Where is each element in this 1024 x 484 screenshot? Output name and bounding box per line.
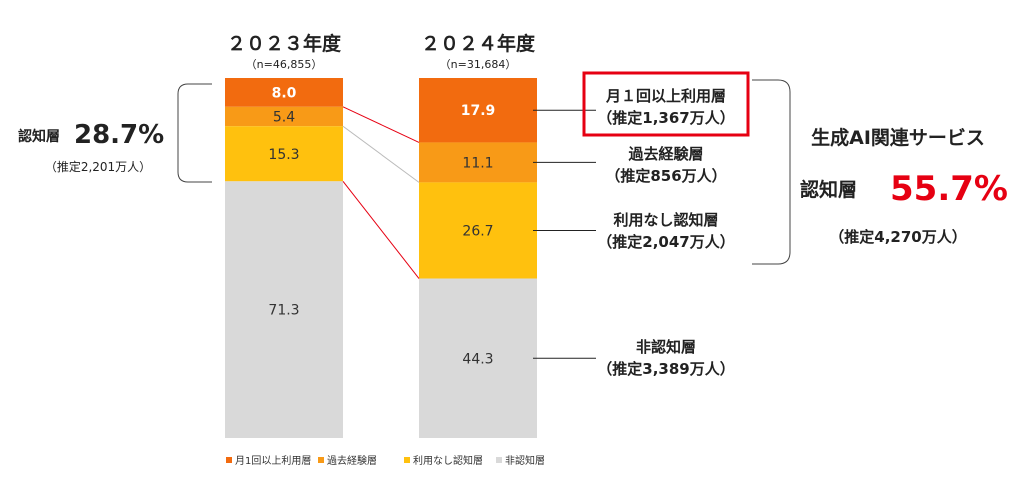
right-labels-layer: 月１回以上利用層 （推定1,367万人） 過去経験層 （推定856万人） 利用なし認知層… [533,87,735,378]
summary-title: 生成AI関連サービス [811,126,985,149]
summary-estimate: （推定4,270万人） [829,228,966,246]
segment-label-estimate: （推定2,047万人） [597,233,734,251]
right-brace [752,79,791,265]
legend-label: 過去経験層 [327,454,377,467]
data-label: 44.3 [462,351,493,367]
legend-swatch [496,457,502,463]
connectors-layer [342,106,420,279]
left-brace [177,83,212,183]
legend: 月1回以上利用層 過去経験層 利用なし認知層 非認知層 [226,454,545,467]
legend-label: 月1回以上利用層 [235,455,311,467]
category-title-2024: ２０２４年度 [421,32,536,55]
legend-swatch [226,457,232,463]
sample-size-2023: （n=46,855） [246,58,323,71]
segment-label-name: 利用なし認知層 [613,211,718,229]
segment-label-name: 過去経験層 [627,145,703,163]
category-title-2023: ２０２３年度 [227,32,342,55]
connector-line [342,106,420,143]
bar-segment [225,78,343,107]
bar-segment [225,106,343,127]
legend-swatch [404,457,410,463]
data-label: 17.9 [461,103,496,119]
bar-segment [225,126,343,182]
connector-line [342,125,420,183]
highlight-box [582,71,750,137]
bar-segment [225,181,343,438]
summary-label: 認知層 [800,178,857,201]
left-awareness-estimate: （推定2,201万人） [45,159,151,174]
bar-segment [419,78,537,143]
data-label: 5.4 [273,110,295,126]
segment-label-estimate: （推定856万人） [605,167,726,185]
legend-label: 非認知層 [505,454,545,467]
segment-label-name: 非認知層 [636,338,696,356]
left-awareness-value: 28.7% [74,120,164,150]
bar-segment [419,278,537,438]
bar-segment [419,182,537,279]
segment-label-estimate: （推定3,389万人） [597,360,734,378]
legend-swatch [318,457,324,463]
data-label: 26.7 [462,223,493,239]
left-awareness-label: 認知層 [18,128,60,145]
legend-label: 利用なし認知層 [413,454,483,467]
data-label: 71.3 [268,303,299,319]
segment-label-estimate: （推定1,367万人） [597,109,734,127]
summary-value: 55.7% [890,169,1008,209]
data-label: 8.0 [272,85,297,101]
segment-label-name: 月１回以上利用層 [605,87,726,105]
bars-layer: 8.0 5.4 15.3 71.3 17.9 11.1 26.7 44.3 [225,78,537,438]
bar-segment [419,142,537,183]
data-label: 15.3 [268,147,299,163]
sample-size-2024: （n=31,684） [440,58,517,71]
connector-line [342,181,420,279]
data-label: 11.1 [462,155,493,171]
